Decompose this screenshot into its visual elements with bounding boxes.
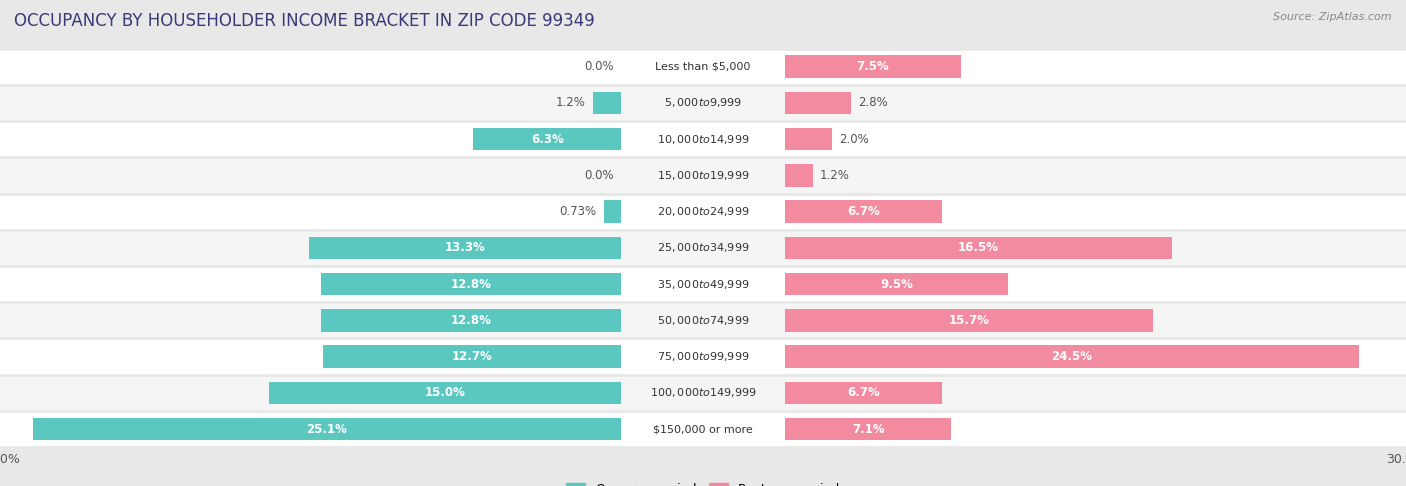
Bar — [0, 49, 1406, 85]
Bar — [785, 164, 813, 187]
Text: 25.1%: 25.1% — [307, 422, 347, 435]
Bar — [0, 85, 1406, 121]
Text: $75,000 to $99,999: $75,000 to $99,999 — [657, 350, 749, 363]
Bar — [32, 418, 621, 440]
Bar — [785, 200, 942, 223]
Text: 24.5%: 24.5% — [1052, 350, 1092, 363]
Bar — [785, 237, 1171, 259]
Bar — [0, 193, 1406, 230]
Text: 13.3%: 13.3% — [444, 242, 485, 254]
Bar — [785, 273, 1008, 295]
Bar — [321, 273, 621, 295]
Text: $100,000 to $149,999: $100,000 to $149,999 — [650, 386, 756, 399]
Text: 12.7%: 12.7% — [451, 350, 492, 363]
Text: 0.0%: 0.0% — [585, 169, 614, 182]
Text: 12.8%: 12.8% — [450, 278, 492, 291]
Text: 15.0%: 15.0% — [425, 386, 465, 399]
Bar — [785, 346, 1360, 368]
Text: Less than $5,000: Less than $5,000 — [655, 62, 751, 72]
Text: 6.7%: 6.7% — [848, 205, 880, 218]
Bar — [0, 302, 1406, 338]
Bar — [323, 346, 621, 368]
Bar — [785, 128, 832, 150]
Text: 7.1%: 7.1% — [852, 422, 884, 435]
Bar — [785, 92, 851, 114]
Bar — [270, 382, 621, 404]
Text: $5,000 to $9,999: $5,000 to $9,999 — [664, 96, 742, 109]
Text: 2.8%: 2.8% — [858, 96, 887, 109]
Bar — [593, 92, 621, 114]
Legend: Owner-occupied, Renter-occupied: Owner-occupied, Renter-occupied — [561, 478, 845, 486]
Bar — [785, 55, 960, 78]
Text: $15,000 to $19,999: $15,000 to $19,999 — [657, 169, 749, 182]
Text: 9.5%: 9.5% — [880, 278, 912, 291]
Text: $50,000 to $74,999: $50,000 to $74,999 — [657, 314, 749, 327]
Text: $35,000 to $49,999: $35,000 to $49,999 — [657, 278, 749, 291]
Text: OCCUPANCY BY HOUSEHOLDER INCOME BRACKET IN ZIP CODE 99349: OCCUPANCY BY HOUSEHOLDER INCOME BRACKET … — [14, 12, 595, 30]
Bar — [0, 230, 1406, 266]
Text: 1.2%: 1.2% — [820, 169, 851, 182]
Text: 16.5%: 16.5% — [957, 242, 998, 254]
Text: 6.7%: 6.7% — [848, 386, 880, 399]
Text: $20,000 to $24,999: $20,000 to $24,999 — [657, 205, 749, 218]
Bar — [785, 382, 942, 404]
Bar — [0, 338, 1406, 375]
Text: Source: ZipAtlas.com: Source: ZipAtlas.com — [1274, 12, 1392, 22]
Text: 0.73%: 0.73% — [560, 205, 596, 218]
Text: 1.2%: 1.2% — [555, 96, 586, 109]
Bar — [321, 309, 621, 331]
Bar — [309, 237, 621, 259]
Bar — [605, 200, 621, 223]
Bar — [785, 309, 1153, 331]
Bar — [0, 157, 1406, 193]
Bar — [0, 411, 1406, 447]
Text: 2.0%: 2.0% — [839, 133, 869, 146]
Text: $25,000 to $34,999: $25,000 to $34,999 — [657, 242, 749, 254]
Text: 7.5%: 7.5% — [856, 60, 889, 73]
Bar — [474, 128, 621, 150]
Text: 0.0%: 0.0% — [585, 60, 614, 73]
Text: $150,000 or more: $150,000 or more — [654, 424, 752, 434]
Text: $10,000 to $14,999: $10,000 to $14,999 — [657, 133, 749, 146]
Text: 12.8%: 12.8% — [450, 314, 492, 327]
Text: 15.7%: 15.7% — [949, 314, 990, 327]
Bar — [785, 418, 952, 440]
Bar — [0, 121, 1406, 157]
Text: 6.3%: 6.3% — [531, 133, 564, 146]
Bar — [0, 375, 1406, 411]
Bar — [0, 266, 1406, 302]
